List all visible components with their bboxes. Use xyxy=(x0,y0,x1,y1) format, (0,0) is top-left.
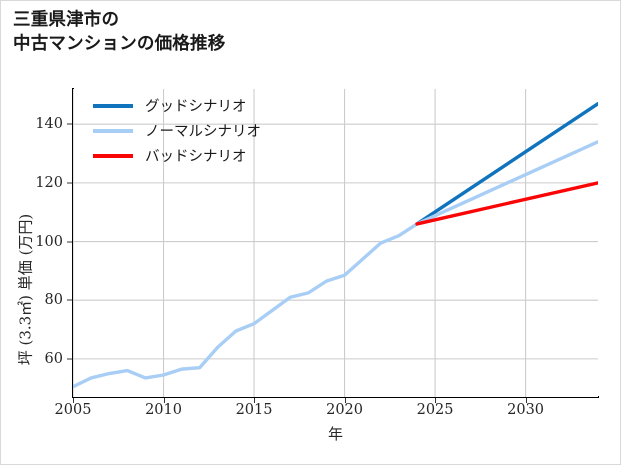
x-tick-mark xyxy=(435,398,437,403)
y-tick-label: 80 xyxy=(44,292,63,309)
x-tick-label: 2020 xyxy=(326,402,363,418)
y-tick-mark xyxy=(67,182,72,184)
legend-label: グッドシナリオ xyxy=(145,99,247,115)
series-line-3 xyxy=(415,181,598,226)
x-tick-mark xyxy=(254,398,256,403)
x-tick-label: 2005 xyxy=(54,402,92,418)
legend-swatch-line-icon xyxy=(93,128,133,133)
y-tick-mark xyxy=(67,241,72,243)
y-tick-label: 140 xyxy=(35,116,63,133)
legend-label: バッドシナリオ xyxy=(145,149,247,165)
plot-area xyxy=(73,89,598,397)
x-axis-spine xyxy=(72,396,599,398)
plot-canvas xyxy=(73,89,598,397)
series-line-1 xyxy=(415,101,598,226)
y-tick-label: 120 xyxy=(35,174,63,191)
x-axis-label: 年 xyxy=(327,425,343,443)
gridlines xyxy=(73,89,598,397)
x-tick-label: 2010 xyxy=(145,402,182,418)
y-tick-mark xyxy=(67,123,72,125)
x-tick-label: 2025 xyxy=(416,402,454,418)
legend-item[interactable]: バッドシナリオ xyxy=(93,143,261,168)
legend-label: ノーマルシナリオ xyxy=(145,124,261,140)
legend-swatch-line-icon xyxy=(93,103,133,108)
legend-item[interactable]: ノーマルシナリオ xyxy=(93,118,261,143)
y-tick-mark xyxy=(67,358,72,360)
y-axis-label: 坪 (3.3㎡) 単価 (万円) xyxy=(16,213,35,366)
y-axis-label-wrap: 坪 (3.3㎡) 単価 (万円) xyxy=(1,89,35,397)
x-tick-mark xyxy=(73,398,74,403)
legend-item[interactable]: グッドシナリオ xyxy=(93,93,261,118)
series-lines xyxy=(73,101,598,389)
y-tick-label: 60 xyxy=(44,350,63,367)
x-tick-mark xyxy=(344,398,346,403)
x-tick-label: 2030 xyxy=(507,402,545,418)
x-tick-mark xyxy=(525,398,527,403)
legend-swatch-line-icon xyxy=(93,153,133,158)
x-tick-label: 2015 xyxy=(235,402,273,418)
series-line-2 xyxy=(73,140,598,389)
y-tick-label: 100 xyxy=(35,233,63,250)
y-tick-mark xyxy=(67,299,72,301)
chart-title: 三重県津市の 中古マンションの価格推移 xyxy=(13,10,226,54)
chart-legend: グッドシナリオ ノーマルシナリオ バッドシナリオ xyxy=(93,93,261,168)
x-tick-mark xyxy=(163,398,165,403)
